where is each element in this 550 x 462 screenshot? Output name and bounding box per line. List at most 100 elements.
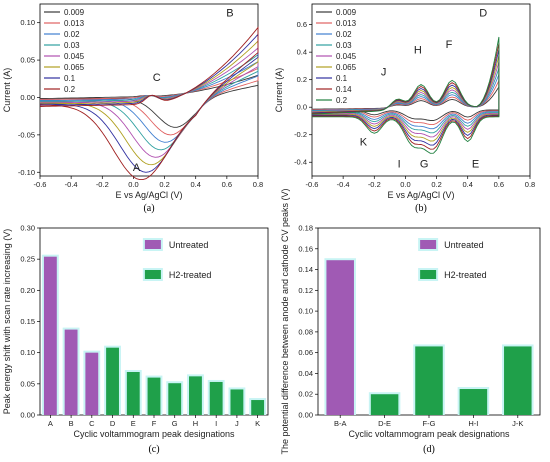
panel-b-y-tick-label: -0.4 xyxy=(294,158,307,167)
panel-c-y-tick-label: 0.30 xyxy=(20,224,35,233)
panel-b-peak-label-K: K xyxy=(360,137,368,149)
panel-c-bar-I xyxy=(209,381,223,415)
panel-c-y-tick-label: 0.25 xyxy=(20,255,35,264)
panel-d-y-tick-label: 0.10 xyxy=(298,307,313,316)
panel-a-legend-label: 0.013 xyxy=(64,19,85,28)
panel-c-bar-C xyxy=(85,352,99,415)
panel-b-legend-label: 0.065 xyxy=(336,63,357,72)
panel-a-panel-label: (a) xyxy=(143,203,154,214)
panel-a-y-tick-label: -0.05 xyxy=(18,130,35,139)
panel-d-y-tick-label: 0.12 xyxy=(298,286,313,295)
panel-a-legend-label: 0.2 xyxy=(64,85,76,94)
panel-a-peak-label-A: A xyxy=(133,162,141,174)
panel-b-y-tick-label: 0.2 xyxy=(297,75,307,84)
panel-b-legend-label: 0.013 xyxy=(336,19,357,28)
panel-d-category-label: B-A xyxy=(334,419,347,428)
panel-d-bar-J-K xyxy=(504,346,532,415)
panel-b-plot-frame xyxy=(311,3,531,177)
panel-c-bar-B xyxy=(64,329,78,415)
panel-c-category-label: J xyxy=(235,419,239,428)
panel-d-category-label: J-K xyxy=(512,419,523,428)
panel-a-cv-untreated: -0.6 -0.4 -0.2 0.0 0.2 0.4 0.6 0.8 -0.10 -0.05 0.0… xyxy=(2,3,263,214)
panel-a-x-tick-label: 0.8 xyxy=(253,180,263,189)
panel-a-y-tick-label: 0.00 xyxy=(20,93,35,102)
panel-c-category-label: K xyxy=(255,419,260,428)
panel-b-x-tick-label: 0.8 xyxy=(525,180,535,189)
panel-d-potential-difference-bar-chart: 0.00 0.02 0.04 0.06 0.08 0.10 0.12 0.14 0.16 0.18… xyxy=(280,188,541,455)
panel-b-x-tick-label: 0.2 xyxy=(431,180,441,189)
panel-b-x-tick-label: -0.6 xyxy=(306,180,319,189)
panel-b-y-axis-title: Current (A) xyxy=(274,68,284,113)
panel-b-x-tick-label: -0.2 xyxy=(368,180,381,189)
panel-c-bar-F xyxy=(147,377,161,415)
panel-a-legend-label: 0.045 xyxy=(64,52,85,61)
panel-d-y-tick-label: 0.14 xyxy=(298,265,313,274)
panel-d-y-tick-label: 0.06 xyxy=(298,348,313,357)
panel-c-bar-A xyxy=(43,256,57,415)
panel-c-category-label: G xyxy=(172,419,178,428)
panel-a-cv-curve-0.2 xyxy=(39,26,259,181)
panel-c-peak-shift-bar-chart: 0.00 0.05 0.10 0.15 0.20 0.25 0.30 A B C D E F G H I J K U… xyxy=(2,224,269,455)
panel-d-legend-swatch xyxy=(420,240,437,249)
panel-d-category-label: D-E xyxy=(378,419,391,428)
panel-a-plot-frame xyxy=(39,3,259,177)
panel-c-y-tick-label: 0.05 xyxy=(20,379,35,388)
panel-b-legend-label: 0.045 xyxy=(336,52,357,61)
panel-d-bar-B-A xyxy=(326,260,354,415)
panel-b-peak-label-J: J xyxy=(381,67,387,79)
panel-a-x-tick-label: 0.2 xyxy=(159,180,169,189)
panel-d-bar-D-E xyxy=(370,394,399,415)
panel-b-x-tick-label: 0.6 xyxy=(494,180,504,189)
panel-b-peak-label-H: H xyxy=(414,45,422,57)
panel-a-x-tick-label: 0.0 xyxy=(128,180,138,189)
panel-d-category-label: H-I xyxy=(468,419,478,428)
panel-b-peak-label-G: G xyxy=(420,159,429,171)
panel-a-legend-label: 0.02 xyxy=(64,30,80,39)
panel-a-legend-label: 0.065 xyxy=(64,63,85,72)
panel-a-y-tick-label: -0.10 xyxy=(18,168,35,177)
panel-d-legend-swatch xyxy=(420,270,437,279)
panel-a-x-tick-label: -0.6 xyxy=(34,180,47,189)
panel-c-legend-label: Untreated xyxy=(169,240,209,250)
panel-c-category-label: C xyxy=(89,419,95,428)
panel-a-legend-label: 0.03 xyxy=(64,41,80,50)
panel-c-y-tick-label: 0.20 xyxy=(20,286,35,295)
panel-b-peak-label-E: E xyxy=(472,159,479,171)
panel-b-peak-label-D: D xyxy=(479,7,487,19)
panel-d-y-tick-label: 0.02 xyxy=(298,390,313,399)
panel-b-peak-label-I: I xyxy=(398,159,401,171)
panel-b-y-tick-label: 0.6 xyxy=(297,20,307,29)
panel-c-legend-label: H2-treated xyxy=(169,270,212,280)
panel-a-peak-label-B: B xyxy=(226,8,233,20)
panel-b-x-axis-title: E vs Ag/AgCl (V) xyxy=(387,190,454,200)
panel-b-panel-label: (b) xyxy=(415,203,427,214)
panel-a-x-tick-label: -0.2 xyxy=(96,180,109,189)
panel-a-legend-label: 0.1 xyxy=(64,74,76,83)
panel-a-y-tick-label: 0.05 xyxy=(20,56,35,65)
panel-c-bar-E xyxy=(126,371,140,415)
panel-d-x-axis-title: Cyclic voltammogram peak designations xyxy=(348,429,510,439)
panel-b-cv-h2-treated: -0.6 -0.4 -0.2 0.0 0.2 0.4 0.6 0.8 -0.4 -0.2 0.0 0.… xyxy=(274,3,535,214)
panel-d-y-axis-title: The potential difference between anode a… xyxy=(280,188,290,454)
panel-d-y-tick-label: 0.08 xyxy=(298,327,313,336)
panel-b-y-tick-label: -0.2 xyxy=(294,130,307,139)
panel-b-legend-label: 0.14 xyxy=(336,85,352,94)
panel-b-legend-label: 0.1 xyxy=(336,74,348,83)
panel-c-y-axis-title: Peak energy shift with scan rate increas… xyxy=(2,229,12,415)
panel-b-legend-label: 0.2 xyxy=(336,96,348,105)
panel-b-x-tick-label: 0.0 xyxy=(400,180,410,189)
panel-b-x-tick-label: -0.4 xyxy=(337,180,350,189)
panel-d-y-tick-label: 0.16 xyxy=(298,244,313,253)
panel-d-legend-label: H2-treated xyxy=(444,270,487,280)
panel-d-panel-label: (d) xyxy=(423,444,435,455)
panel-b-legend-label: 0.02 xyxy=(336,30,352,39)
panel-c-bar-D xyxy=(106,347,119,415)
panel-c-category-label: H xyxy=(193,419,198,428)
panel-b-y-tick-label: 0.0 xyxy=(297,103,307,112)
panel-b-x-tick-label: 0.4 xyxy=(462,180,472,189)
panel-b-legend-label: 0.009 xyxy=(336,8,357,17)
panel-c-bar-J xyxy=(230,389,244,415)
panel-d-y-tick-label: 0.04 xyxy=(298,369,313,378)
panel-a-y-axis-title: Current (A) xyxy=(2,68,12,113)
panel-c-y-tick-label: 0.10 xyxy=(20,348,35,357)
